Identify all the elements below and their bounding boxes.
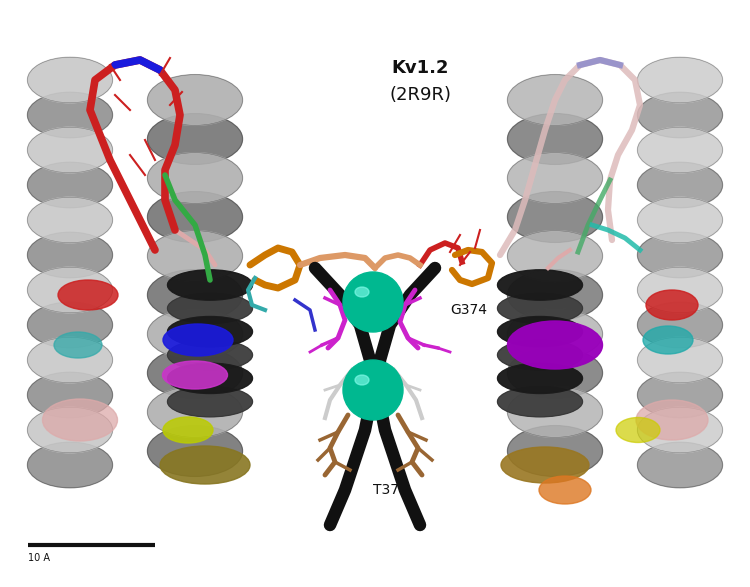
Ellipse shape [148, 114, 242, 164]
Ellipse shape [638, 232, 722, 278]
Ellipse shape [508, 153, 602, 203]
Ellipse shape [28, 407, 112, 453]
Ellipse shape [616, 417, 660, 443]
Ellipse shape [167, 386, 253, 417]
Ellipse shape [508, 269, 602, 321]
Ellipse shape [28, 127, 112, 173]
Text: T370: T370 [373, 483, 407, 497]
Ellipse shape [167, 363, 253, 393]
Ellipse shape [160, 446, 250, 484]
Ellipse shape [638, 267, 722, 313]
Ellipse shape [28, 442, 112, 488]
Ellipse shape [638, 407, 722, 453]
Ellipse shape [163, 324, 233, 356]
Circle shape [343, 360, 403, 420]
Ellipse shape [28, 338, 112, 383]
Ellipse shape [539, 476, 591, 504]
Ellipse shape [163, 361, 227, 389]
Ellipse shape [508, 348, 602, 399]
Ellipse shape [28, 197, 112, 243]
Ellipse shape [28, 302, 112, 348]
Ellipse shape [355, 375, 369, 385]
Ellipse shape [638, 372, 722, 418]
Ellipse shape [508, 114, 602, 164]
Ellipse shape [508, 231, 602, 281]
Ellipse shape [638, 92, 722, 138]
Ellipse shape [638, 162, 722, 208]
Ellipse shape [497, 270, 583, 300]
Ellipse shape [28, 92, 112, 138]
Ellipse shape [497, 316, 583, 347]
Ellipse shape [167, 316, 253, 347]
Ellipse shape [646, 290, 698, 320]
Ellipse shape [148, 75, 242, 126]
Ellipse shape [638, 58, 722, 103]
Ellipse shape [497, 340, 583, 370]
Circle shape [343, 272, 403, 332]
Ellipse shape [148, 231, 242, 281]
Ellipse shape [148, 191, 242, 242]
Ellipse shape [497, 363, 583, 393]
Ellipse shape [508, 426, 602, 476]
Ellipse shape [508, 387, 602, 437]
Ellipse shape [508, 75, 602, 126]
Ellipse shape [167, 340, 253, 370]
Ellipse shape [28, 232, 112, 278]
Ellipse shape [148, 269, 242, 321]
Ellipse shape [28, 267, 112, 313]
Ellipse shape [163, 417, 213, 443]
Ellipse shape [28, 58, 112, 103]
Ellipse shape [148, 348, 242, 399]
Ellipse shape [43, 399, 118, 441]
Ellipse shape [638, 302, 722, 348]
Ellipse shape [148, 153, 242, 203]
Ellipse shape [638, 442, 722, 488]
Text: (2R9R): (2R9R) [389, 86, 451, 104]
Ellipse shape [497, 293, 583, 323]
Ellipse shape [167, 270, 253, 300]
Ellipse shape [638, 127, 722, 173]
Ellipse shape [508, 191, 602, 242]
Ellipse shape [501, 447, 589, 483]
Ellipse shape [643, 326, 693, 354]
Text: 10 A: 10 A [28, 553, 50, 563]
Ellipse shape [54, 332, 102, 358]
Ellipse shape [148, 309, 242, 359]
Ellipse shape [355, 287, 369, 297]
Ellipse shape [167, 293, 253, 323]
Text: G374: G374 [450, 303, 487, 317]
Ellipse shape [497, 386, 583, 417]
Ellipse shape [28, 372, 112, 418]
Ellipse shape [636, 400, 708, 440]
Ellipse shape [508, 309, 602, 359]
Ellipse shape [28, 162, 112, 208]
Ellipse shape [638, 338, 722, 383]
Ellipse shape [638, 197, 722, 243]
Text: Kv1.2: Kv1.2 [392, 59, 448, 77]
Ellipse shape [148, 426, 242, 476]
Ellipse shape [58, 280, 118, 310]
Ellipse shape [508, 321, 602, 369]
Ellipse shape [148, 387, 242, 437]
